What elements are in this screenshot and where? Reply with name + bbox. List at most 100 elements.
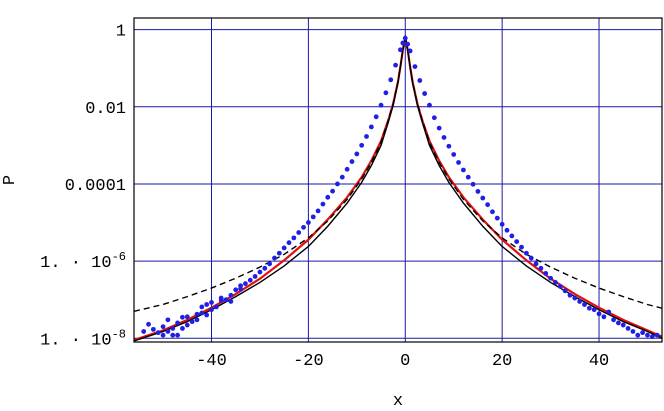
data-point	[388, 77, 394, 83]
data-point	[194, 311, 200, 317]
data-point	[204, 302, 210, 307]
data-point	[616, 320, 621, 326]
data-point	[228, 299, 234, 304]
data-point	[567, 292, 573, 298]
data-point	[252, 274, 258, 279]
data-point	[247, 277, 253, 283]
data-point	[184, 322, 190, 328]
y-tick-label: 1	[116, 23, 126, 42]
data-point	[305, 220, 311, 225]
data-point	[373, 114, 379, 120]
data-point	[296, 230, 302, 235]
x-tick-labels: -40 -20 0 20 40	[196, 352, 609, 371]
data-point	[218, 295, 224, 301]
data-point	[354, 151, 360, 157]
data-point	[494, 215, 500, 221]
data-point	[649, 334, 655, 340]
data-point	[170, 332, 176, 338]
data-point	[441, 135, 447, 140]
data-point	[301, 224, 306, 230]
data-point	[160, 324, 166, 330]
data-point	[155, 330, 161, 336]
data-point	[407, 48, 413, 54]
data-point	[364, 134, 369, 139]
data-point	[199, 304, 205, 310]
grid	[134, 18, 662, 342]
x-tick-label: -20	[293, 352, 324, 371]
data-point	[368, 124, 374, 130]
data-point	[528, 255, 534, 261]
data-point	[209, 307, 214, 313]
data-point	[572, 295, 578, 301]
data-point	[262, 265, 268, 271]
data-point	[189, 319, 195, 325]
data-point	[625, 326, 631, 331]
data-point	[243, 281, 248, 287]
data-point	[209, 300, 214, 305]
y-tick-label: 0.01	[85, 100, 126, 119]
data-point	[150, 326, 156, 332]
data-point	[213, 304, 219, 310]
data-point	[519, 244, 524, 250]
data-points	[141, 35, 660, 340]
data-point	[335, 181, 340, 187]
data-point	[611, 317, 616, 323]
data-point	[199, 310, 205, 316]
data-point	[175, 320, 180, 326]
data-point	[291, 235, 297, 241]
plot-frame	[133, 17, 663, 343]
data-point	[456, 160, 461, 165]
data-point	[543, 270, 549, 276]
data-point	[228, 292, 234, 298]
data-point	[538, 265, 544, 271]
data-point	[601, 314, 607, 320]
data-point	[276, 250, 282, 256]
data-point	[586, 305, 592, 311]
data-point	[175, 332, 180, 338]
data-point	[640, 330, 646, 336]
data-point	[165, 317, 171, 323]
data-point	[383, 90, 389, 96]
y-tick-label: 0.0001	[65, 177, 126, 196]
data-point	[160, 332, 166, 338]
data-point	[349, 159, 355, 164]
data-point	[485, 202, 491, 208]
data-point	[514, 239, 520, 245]
x-tick-label: 20	[492, 352, 512, 371]
data-point	[257, 269, 263, 275]
y-tick-labels: 1. · 10-8 1. · 10-6 0.0001 0.01 1	[40, 23, 126, 351]
data-point	[654, 332, 660, 338]
data-point	[577, 299, 583, 304]
data-point	[267, 261, 273, 267]
data-point	[180, 314, 185, 320]
data-point	[339, 174, 345, 180]
x-axis-label: x	[393, 392, 403, 411]
data-point	[417, 78, 423, 83]
data-point	[460, 167, 466, 173]
data-point	[170, 326, 176, 331]
data-point	[451, 152, 457, 157]
data-point	[184, 314, 190, 320]
data-point	[344, 166, 350, 172]
data-point	[548, 275, 553, 281]
data-point	[509, 233, 515, 239]
data-point	[204, 312, 210, 318]
data-point	[562, 288, 568, 294]
data-point	[359, 142, 365, 148]
data-point	[504, 227, 510, 233]
data-point	[378, 102, 384, 108]
data-point	[146, 321, 151, 327]
data-point	[272, 255, 277, 261]
data-point	[141, 329, 147, 334]
data-point	[533, 261, 539, 267]
data-point	[325, 194, 331, 200]
data-point	[431, 115, 437, 121]
data-point	[281, 245, 287, 251]
data-point	[238, 283, 243, 289]
data-point	[630, 329, 636, 334]
data-point	[591, 307, 597, 313]
data-point	[436, 125, 442, 131]
y-tick-label: 1. · 10-6	[40, 250, 126, 273]
data-point	[645, 332, 650, 338]
data-point	[480, 195, 486, 201]
